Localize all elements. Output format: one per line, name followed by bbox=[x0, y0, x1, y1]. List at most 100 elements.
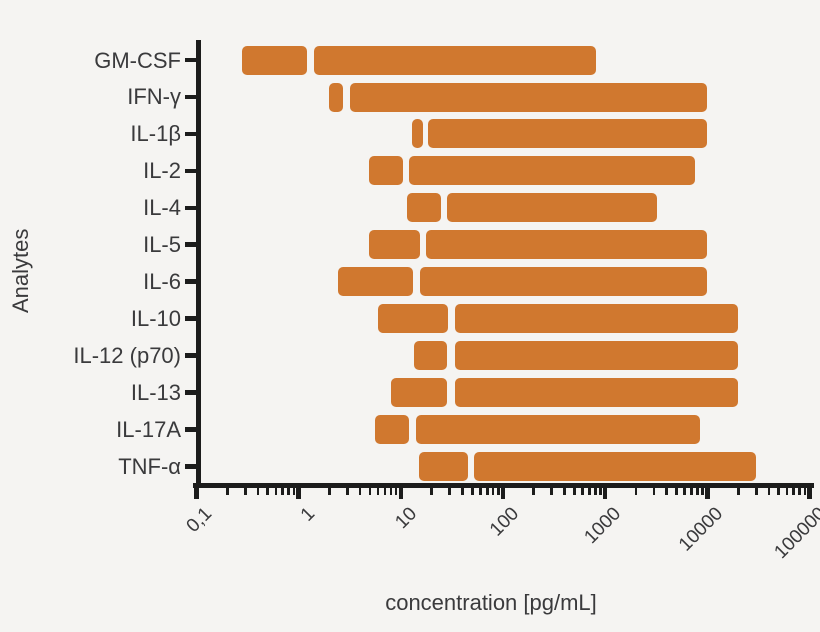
x-minor-tick bbox=[383, 487, 387, 495]
y-tick bbox=[185, 390, 196, 395]
bar-segment bbox=[414, 341, 448, 371]
bar-segment bbox=[313, 45, 597, 75]
x-axis-title: concentration [pg/mL] bbox=[385, 590, 597, 615]
bar-segment bbox=[350, 82, 708, 112]
x-minor-tick bbox=[701, 487, 705, 495]
x-minor-tick bbox=[225, 487, 229, 495]
bar-segment bbox=[420, 267, 708, 297]
x-minor-tick bbox=[690, 487, 693, 495]
y-tick-label: IL-5 bbox=[143, 232, 181, 258]
bar-segment bbox=[378, 304, 448, 334]
x-major-tick bbox=[807, 487, 812, 500]
x-minor-tick bbox=[532, 487, 536, 495]
x-minor-tick bbox=[696, 487, 699, 495]
x-minor-tick bbox=[281, 487, 285, 495]
x-axis-line bbox=[193, 483, 814, 488]
y-tick-label: IL-2 bbox=[143, 158, 181, 184]
bar-segment bbox=[428, 119, 708, 149]
y-tick bbox=[185, 242, 196, 248]
x-major-tick bbox=[194, 487, 199, 500]
y-tick bbox=[185, 353, 196, 358]
y-tick bbox=[185, 279, 196, 284]
bar-segment bbox=[415, 415, 701, 444]
y-tick-label: IL-1β bbox=[130, 121, 181, 147]
x-minor-tick bbox=[243, 487, 247, 495]
x-minor-tick bbox=[287, 487, 291, 495]
y-tick-label: IFN-γ bbox=[127, 84, 181, 110]
x-minor-tick bbox=[274, 487, 278, 495]
x-minor-tick bbox=[792, 487, 796, 495]
x-major-tick bbox=[705, 487, 710, 500]
bar-segment bbox=[425, 230, 708, 260]
x-minor-tick bbox=[634, 487, 638, 495]
y-tick-label: IL-10 bbox=[130, 306, 181, 332]
x-minor-tick bbox=[683, 487, 687, 495]
y-tick bbox=[185, 316, 196, 321]
x-minor-tick bbox=[767, 487, 771, 495]
y-tick bbox=[185, 131, 196, 137]
x-minor-tick bbox=[358, 487, 362, 495]
x-minor-tick bbox=[394, 487, 398, 495]
x-minor-tick bbox=[292, 487, 296, 495]
bar-segment bbox=[408, 156, 696, 186]
x-minor-tick bbox=[599, 487, 602, 495]
y-tick bbox=[185, 94, 196, 100]
x-minor-tick bbox=[470, 487, 474, 495]
x-minor-tick bbox=[588, 487, 591, 495]
y-tick bbox=[185, 57, 196, 63]
bar-segment bbox=[474, 452, 757, 481]
y-tick-label: TNF-α bbox=[118, 453, 181, 479]
bar-segment bbox=[454, 304, 739, 334]
x-minor-tick bbox=[256, 487, 260, 495]
bar-segment bbox=[390, 378, 448, 408]
x-minor-tick bbox=[266, 487, 270, 495]
x-major-tick bbox=[500, 487, 506, 500]
bar-segment bbox=[242, 45, 307, 75]
x-minor-tick bbox=[573, 487, 576, 495]
x-major-tick bbox=[603, 487, 608, 500]
x-minor-tick bbox=[652, 487, 656, 495]
x-minor-tick bbox=[376, 487, 380, 495]
x-minor-tick bbox=[754, 487, 758, 495]
x-minor-tick bbox=[448, 487, 451, 495]
x-minor-tick bbox=[675, 487, 678, 495]
x-minor-tick bbox=[460, 487, 464, 495]
y-tick-label: IL-12 (p70) bbox=[73, 343, 181, 369]
x-major-tick bbox=[296, 487, 301, 500]
y-tick-label: IL-13 bbox=[130, 380, 181, 406]
bar-segment bbox=[454, 341, 739, 371]
bar-segment bbox=[419, 452, 468, 481]
x-minor-tick bbox=[496, 487, 500, 495]
x-minor-tick bbox=[593, 487, 597, 495]
y-tick-label: IL-6 bbox=[143, 269, 181, 295]
x-minor-tick bbox=[777, 487, 781, 495]
x-minor-tick bbox=[550, 487, 554, 495]
bar-segment bbox=[369, 230, 420, 260]
x-minor-tick bbox=[368, 487, 372, 495]
x-minor-tick bbox=[665, 487, 669, 495]
x-minor-tick bbox=[736, 487, 740, 495]
bar-segment bbox=[406, 193, 441, 223]
y-tick bbox=[185, 205, 196, 211]
y-tick-label: IL-4 bbox=[143, 195, 181, 221]
y-tick bbox=[185, 464, 196, 469]
bar-segment bbox=[329, 82, 343, 112]
x-minor-tick bbox=[798, 487, 802, 495]
bar-segment bbox=[446, 193, 657, 223]
y-tick-label: GM-CSF bbox=[94, 47, 181, 73]
y-axis-line bbox=[196, 40, 201, 488]
x-minor-tick bbox=[803, 487, 807, 495]
bar-segment bbox=[454, 378, 739, 408]
x-minor-tick bbox=[328, 487, 331, 495]
x-minor-tick bbox=[430, 487, 433, 495]
x-minor-tick bbox=[478, 487, 482, 495]
bar-segment bbox=[412, 119, 423, 149]
x-minor-tick bbox=[389, 487, 393, 495]
y-tick-label: IL-17A bbox=[116, 417, 181, 442]
bar-segment bbox=[369, 156, 404, 186]
x-minor-tick bbox=[785, 487, 789, 495]
y-tick bbox=[185, 427, 196, 432]
x-minor-tick bbox=[581, 487, 584, 495]
x-major-tick bbox=[398, 487, 403, 500]
